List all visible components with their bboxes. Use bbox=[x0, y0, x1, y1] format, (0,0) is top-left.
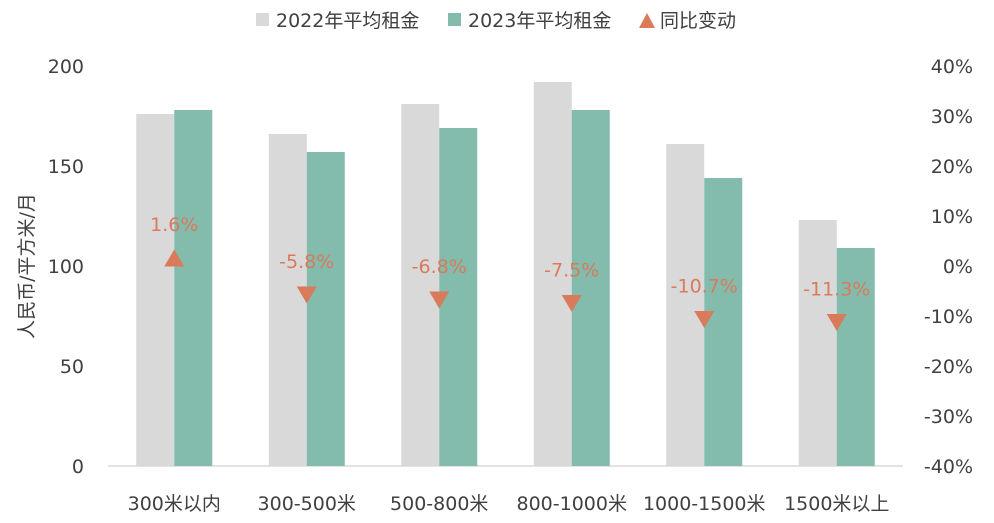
change-marker bbox=[694, 311, 715, 328]
change-data-label: -7.5% bbox=[544, 260, 599, 282]
y-axis-left: 0 50 100 150 200 bbox=[48, 56, 84, 478]
x-category-label: 300米以内 bbox=[128, 493, 221, 515]
y2-tick-label: 20% bbox=[931, 156, 973, 178]
change-marker bbox=[164, 249, 185, 267]
y-tick-label: 200 bbox=[48, 56, 84, 78]
bar-2023 bbox=[836, 248, 875, 466]
y-tick-label: 50 bbox=[60, 356, 84, 378]
bars bbox=[136, 82, 875, 466]
bar-2022 bbox=[268, 134, 307, 466]
x-axis-categories: 300米以内 300-500米 500-800米 800-1000米 1000-1500… bbox=[128, 493, 890, 515]
y2-tick-label: 0% bbox=[943, 256, 973, 278]
x-category-label: 1500米以上 bbox=[784, 493, 889, 515]
bar-2022 bbox=[533, 82, 572, 466]
bar-2023 bbox=[174, 110, 213, 466]
legend-label: 2022年平均租金 bbox=[276, 10, 419, 32]
y2-tick-label: 30% bbox=[931, 106, 973, 128]
y-axis-right: -40% -30% -20% -10% 0% 10% 20% 30% 40% bbox=[924, 56, 973, 478]
legend-swatch bbox=[448, 13, 461, 26]
change-marker bbox=[561, 295, 582, 312]
change-marker bbox=[296, 286, 317, 304]
bar-2022 bbox=[401, 104, 440, 466]
y-axis-title: 人民币/平方米/月 bbox=[16, 193, 38, 339]
bar-2023 bbox=[306, 152, 345, 466]
bar-2022 bbox=[798, 220, 837, 466]
y2-tick-label: -20% bbox=[924, 356, 973, 378]
x-category-label: 500-800米 bbox=[390, 493, 488, 515]
legend-label: 同比变动 bbox=[660, 10, 736, 32]
bar-2022 bbox=[136, 114, 175, 466]
x-category-label: 300-500米 bbox=[258, 493, 356, 515]
y-tick-label: 0 bbox=[72, 456, 84, 478]
change-marker bbox=[826, 314, 847, 331]
change-data-label: -5.8% bbox=[279, 251, 334, 273]
legend-swatch bbox=[639, 13, 655, 28]
y2-tick-label: 40% bbox=[931, 56, 973, 78]
y2-tick-label: 10% bbox=[931, 206, 973, 228]
bar-2022 bbox=[666, 144, 705, 466]
y-tick-label: 150 bbox=[48, 156, 84, 178]
change-data-label: -11.3% bbox=[803, 279, 870, 301]
y-tick-label: 100 bbox=[48, 256, 84, 278]
x-category-label: 1000-1500米 bbox=[643, 493, 766, 515]
legend: 2022年平均租金 2023年平均租金 同比变动 bbox=[256, 10, 736, 32]
y2-tick-label: -10% bbox=[924, 306, 973, 328]
change-marker bbox=[429, 291, 450, 309]
legend-swatch bbox=[256, 13, 269, 26]
change-markers: 1.6% -5.8% -6.8% -7.5% -10.7% -11.3% bbox=[150, 214, 870, 331]
y2-tick-label: -30% bbox=[924, 406, 973, 428]
change-data-label: -10.7% bbox=[671, 276, 738, 298]
bar-2023 bbox=[571, 110, 610, 466]
bar-2023 bbox=[704, 178, 743, 466]
change-data-label: -6.8% bbox=[412, 256, 467, 278]
change-data-label: 1.6% bbox=[150, 214, 198, 236]
y2-tick-label: -40% bbox=[924, 456, 973, 478]
x-category-label: 800-1000米 bbox=[517, 493, 627, 515]
legend-label: 2023年平均租金 bbox=[468, 10, 611, 32]
